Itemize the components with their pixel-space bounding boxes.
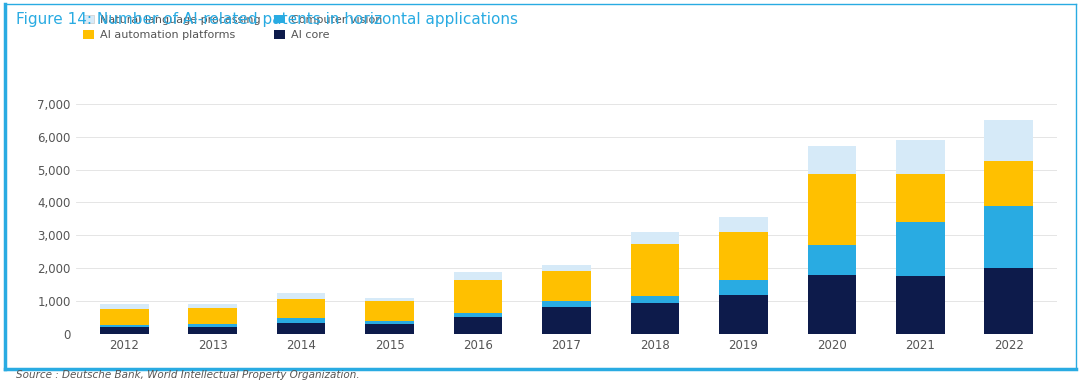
Bar (542, 307, 591, 334)
Bar (277, 318, 326, 323)
Bar (630, 296, 680, 303)
Bar (453, 272, 503, 280)
Bar (189, 305, 237, 308)
Bar (365, 298, 414, 301)
Bar (719, 217, 768, 232)
Bar (807, 275, 856, 334)
Bar (453, 317, 503, 334)
Bar (542, 301, 591, 307)
Bar (896, 276, 944, 334)
Bar (630, 232, 680, 243)
Bar (719, 295, 768, 334)
Bar (984, 206, 1033, 268)
Bar (365, 324, 414, 334)
Bar (100, 328, 149, 334)
Bar (896, 174, 944, 222)
Bar (719, 280, 768, 295)
Bar (365, 321, 414, 324)
Bar (189, 308, 237, 324)
Bar (277, 323, 326, 334)
Bar (542, 271, 591, 301)
Bar (719, 232, 768, 280)
Bar (100, 325, 149, 328)
Bar (453, 313, 503, 317)
Text: Source : Deutsche Bank, World Intellectual Property Organization.: Source : Deutsche Bank, World Intellectu… (16, 370, 359, 380)
Bar (100, 309, 149, 325)
Bar (277, 299, 326, 318)
Bar (189, 326, 237, 334)
Bar (984, 120, 1033, 161)
Bar (807, 245, 856, 275)
Bar (896, 222, 944, 276)
Bar (984, 161, 1033, 206)
Bar (807, 146, 856, 174)
Bar (630, 303, 680, 334)
Bar (277, 293, 326, 299)
Bar (100, 305, 149, 309)
Bar (365, 301, 414, 321)
Bar (542, 265, 591, 271)
Legend: Natural language processing, AI automation platforms, Computer vision, AI core: Natural language processing, AI automati… (81, 12, 384, 43)
Bar (189, 324, 237, 326)
Bar (453, 280, 503, 313)
Bar (984, 268, 1033, 334)
Text: Figure 14: Number of AI-related patents in horizontal applications: Figure 14: Number of AI-related patents … (16, 12, 518, 26)
Bar (896, 140, 944, 174)
Bar (630, 243, 680, 296)
Bar (807, 174, 856, 245)
